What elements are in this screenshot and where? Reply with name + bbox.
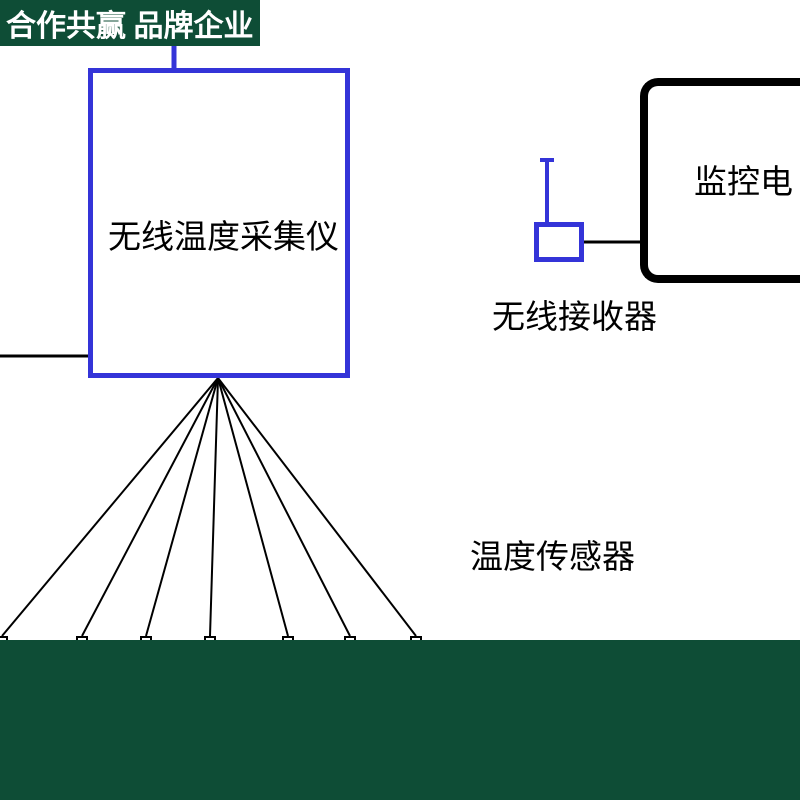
collector-label: 无线温度采集仪	[108, 210, 339, 258]
top-banner: 合作共赢 品牌企业	[0, 0, 260, 46]
receiver-label: 无线接收器	[492, 290, 657, 338]
top-banner-text: 合作共赢 品牌企业	[6, 1, 254, 45]
monitor-label: 监控电	[694, 155, 793, 203]
bottom-banner: 精心 选材 库存丰富 质量三包	[0, 640, 800, 800]
sensor-group-label: 温度传感器	[470, 530, 635, 578]
receiver-box	[534, 222, 584, 262]
diagram-canvas: 无线温度采集仪 无线接收器 监控电 温度传感器 合作共赢 品牌企业 精心 选材 …	[0, 0, 800, 800]
